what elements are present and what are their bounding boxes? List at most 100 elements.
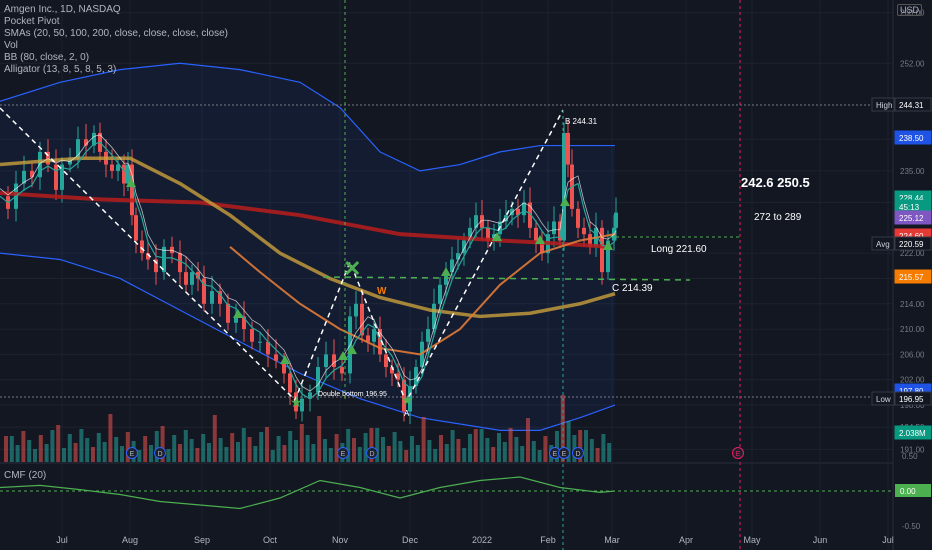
cmf-legend[interactable]: CMF (20) [4,470,47,481]
volume-bar [149,445,153,462]
candle-body [384,354,388,368]
currency-label[interactable]: USD [896,4,922,16]
volume-bar [137,450,142,462]
volume-bar [433,449,438,462]
volume-bar [276,436,281,462]
volume-bar [33,449,37,462]
x-tick-label: Dec [402,535,419,545]
indicator-vol[interactable]: Vol [4,40,18,51]
c-point-annotation: C 214.39 [612,283,653,294]
candle-body [30,170,34,178]
candle-body [22,170,26,184]
candle-body [504,215,508,222]
candle-body [534,227,538,241]
candle-body [402,379,406,412]
x-tick-label: Oct [263,535,278,545]
badge-caption-box [871,97,895,112]
price-badge-value: 45:13 [899,203,920,212]
event-marker [366,447,378,459]
x-tick-label: Apr [679,535,693,545]
volume-bar [143,436,148,462]
volume-bar [166,449,171,462]
volume-bar [282,445,287,462]
candle-body [266,341,270,355]
volume-bar [125,432,130,462]
x-tick-label: Jul [882,535,894,545]
volume-bar [207,443,211,462]
candle-body [190,272,194,285]
volume-bar [253,446,258,462]
volume-bar [288,431,293,462]
candle-body [354,303,358,317]
volume-bar [514,437,519,462]
volume-bar [427,440,432,462]
candle-body [360,303,364,336]
x-tick-label: May [743,535,761,545]
candle-body [202,278,206,304]
volume-bar [21,431,26,462]
candle-body [606,240,610,273]
pocket-pivot-marker [233,309,243,318]
volume-bar [439,435,443,462]
indicator-smas[interactable]: SMAs (20, 50, 100, 200, close, close, cl… [4,28,228,39]
candle-body [110,164,114,171]
candle-body [614,212,618,228]
candle-body [372,329,376,342]
cmf-tick-label: 0.50 [902,452,918,461]
event-marker-label: E [553,451,558,458]
volume-bar [468,434,472,462]
badge-caption: Low [876,395,891,404]
volume-bar [183,430,188,462]
candle-body [562,132,566,241]
volume-bar [555,431,559,462]
volume-bar [334,434,339,462]
event-marker-label: E [341,451,346,458]
price-badge-value: 220.59 [899,240,924,249]
candle-body [282,360,286,374]
y-tick-label: 252.00 [900,59,925,68]
volume-bar [218,438,223,462]
badge-caption: High [876,101,892,110]
candle-body [92,132,96,146]
candle-body [258,341,262,343]
sma-50-line [229,233,616,356]
price-badge [894,210,932,225]
indicator-pocket-pivot[interactable]: Pocket Pivot [4,16,60,27]
volume-bar [421,417,426,462]
price-badge-value: 215.57 [899,273,924,282]
indicator-alligator[interactable]: Alligator (13, 8, 5, 8, 5, 3) [4,64,117,75]
badge-caption-box [871,236,895,251]
volume-bar [102,442,107,462]
volume-bar [114,437,119,462]
candle-body [184,272,188,285]
event-marker-label: E [736,451,741,458]
candle-body [300,398,304,412]
volume-bar [456,439,461,462]
volume-bar [96,433,101,462]
volume-bar [79,429,84,462]
candle-body [588,234,592,247]
candle-body [54,164,58,190]
volume-bar [607,443,612,462]
volume-bar [497,433,501,462]
candle-body [60,164,64,190]
volume-bar [4,436,8,462]
volume-bar [299,424,304,462]
volume-bar [589,439,594,462]
candle-body [576,208,580,228]
volume-bar [462,448,467,462]
volume-bar [485,438,490,462]
candle-body [294,392,298,412]
x-tick-label: Feb [540,535,556,545]
volume-bar [44,444,49,462]
candle-body [316,367,320,393]
volume-bar [381,437,385,462]
indicator-bb[interactable]: BB (80, close, 2, 0) [4,52,90,63]
chart-legend: Amgen Inc., 1D, NASDAQ Pocket Pivot SMAs… [4,4,228,76]
event-marker [732,447,744,459]
volume-bar [27,440,32,462]
price-badge [894,391,932,406]
volume-bar [85,438,90,462]
event-marker [337,447,349,459]
